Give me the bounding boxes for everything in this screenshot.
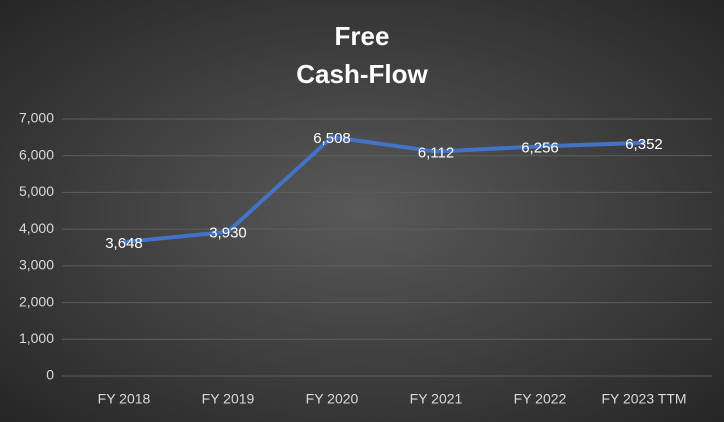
y-tick-label: 3,000 — [19, 257, 54, 273]
x-tick-label: FY 2023 TTM — [601, 391, 686, 407]
x-tick-label: FY 2020 — [306, 391, 359, 407]
x-tick-label: FY 2018 — [98, 391, 151, 407]
x-tick-label: FY 2019 — [202, 391, 255, 407]
data-label: 6,352 — [625, 136, 663, 153]
y-tick-label: 7,000 — [19, 110, 54, 126]
x-tick-label: FY 2021 — [410, 391, 463, 407]
data-label: 6,112 — [418, 145, 454, 162]
y-tick-label: 5,000 — [19, 183, 54, 199]
data-label: 3,648 — [105, 235, 143, 252]
y-tick-label: 1,000 — [19, 330, 54, 346]
line — [122, 135, 646, 245]
y-tick-label: 2,000 — [19, 293, 54, 309]
y-tick-label: 6,000 — [19, 146, 54, 162]
data-label: 3,930 — [209, 225, 247, 242]
x-tick-label: FY 2022 — [514, 391, 567, 407]
data-label: 6,508 — [313, 130, 351, 147]
y-tick-label: 0 — [46, 367, 54, 383]
chart-title: Cash-Flow — [296, 59, 428, 89]
chart-title: Free — [335, 21, 390, 51]
data-label: 6,256 — [521, 139, 559, 156]
y-tick-label: 4,000 — [19, 220, 54, 236]
